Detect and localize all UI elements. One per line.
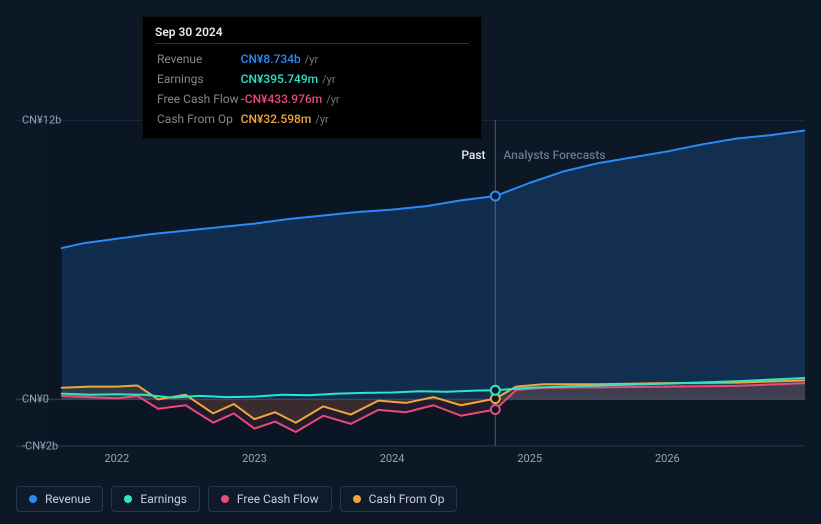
tooltip-date: Sep 30 2024 (155, 25, 469, 44)
legend-dot-icon (29, 495, 37, 503)
legend-item-revenue[interactable]: Revenue (16, 486, 103, 512)
tooltip-unit: /yr (311, 113, 328, 126)
y-axis-label: CN¥12b (22, 114, 61, 127)
y-axis-label: CN¥0 (22, 393, 49, 406)
legend-dot-icon (353, 495, 361, 503)
legend-label: Cash From Op (369, 492, 445, 506)
tooltip-label: Free Cash Flow (157, 90, 239, 108)
chart-tooltip: Sep 30 2024 RevenueCN¥8.734b/yrEarningsC… (142, 16, 482, 139)
tooltip-value-cell: CN¥32.598m/yr (241, 110, 340, 128)
tooltip-label: Earnings (157, 70, 239, 88)
tooltip-value: CN¥8.734b (241, 52, 301, 66)
legend-label: Free Cash Flow (237, 492, 319, 506)
tooltip-unit: /yr (318, 73, 335, 86)
tooltip-table: RevenueCN¥8.734b/yrEarningsCN¥395.749m/y… (155, 48, 342, 130)
tooltip-value: -CN¥433.976m (241, 92, 323, 106)
tooltip-value-cell: CN¥8.734b/yr (241, 50, 340, 68)
financials-chart[interactable]: -CN¥2bCN¥0CN¥12b20222023202420252026Past… (16, 120, 805, 470)
tooltip-label: Cash From Op (157, 110, 239, 128)
tooltip-unit: /yr (301, 53, 318, 66)
tooltip-row: EarningsCN¥395.749m/yr (157, 70, 340, 88)
tooltip-value-cell: CN¥395.749m/yr (241, 70, 340, 88)
region-label-past: Past (461, 148, 485, 162)
legend-item-earnings[interactable]: Earnings (111, 486, 200, 512)
legend-item-free_cash_flow[interactable]: Free Cash Flow (208, 486, 332, 512)
legend-label: Revenue (45, 492, 90, 506)
chart-svg (16, 120, 805, 470)
y-axis-label: -CN¥2b (22, 440, 58, 453)
tooltip-row: RevenueCN¥8.734b/yr (157, 50, 340, 68)
tooltip-value: CN¥395.749m (241, 72, 318, 86)
tooltip-row: Cash From OpCN¥32.598m/yr (157, 110, 340, 128)
tooltip-unit: /yr (322, 93, 339, 106)
legend-label: Earnings (140, 492, 187, 506)
tooltip-row: Free Cash Flow-CN¥433.976m/yr (157, 90, 340, 108)
x-axis-label: 2022 (104, 452, 129, 465)
legend-bar: Revenue Earnings Free Cash Flow Cash From O… (16, 486, 457, 512)
legend-dot-icon (124, 495, 132, 503)
region-label-forecast: Analysts Forecasts (503, 148, 605, 162)
tooltip-label: Revenue (157, 50, 239, 68)
tooltip-value: CN¥32.598m (241, 112, 312, 126)
x-axis-label: 2024 (380, 452, 405, 465)
legend-dot-icon (221, 495, 229, 503)
x-axis-label: 2026 (655, 452, 680, 465)
x-axis-label: 2023 (242, 452, 267, 465)
x-axis-label: 2025 (517, 452, 542, 465)
tooltip-value-cell: -CN¥433.976m/yr (241, 90, 340, 108)
legend-item-cash_from_op[interactable]: Cash From Op (340, 486, 458, 512)
